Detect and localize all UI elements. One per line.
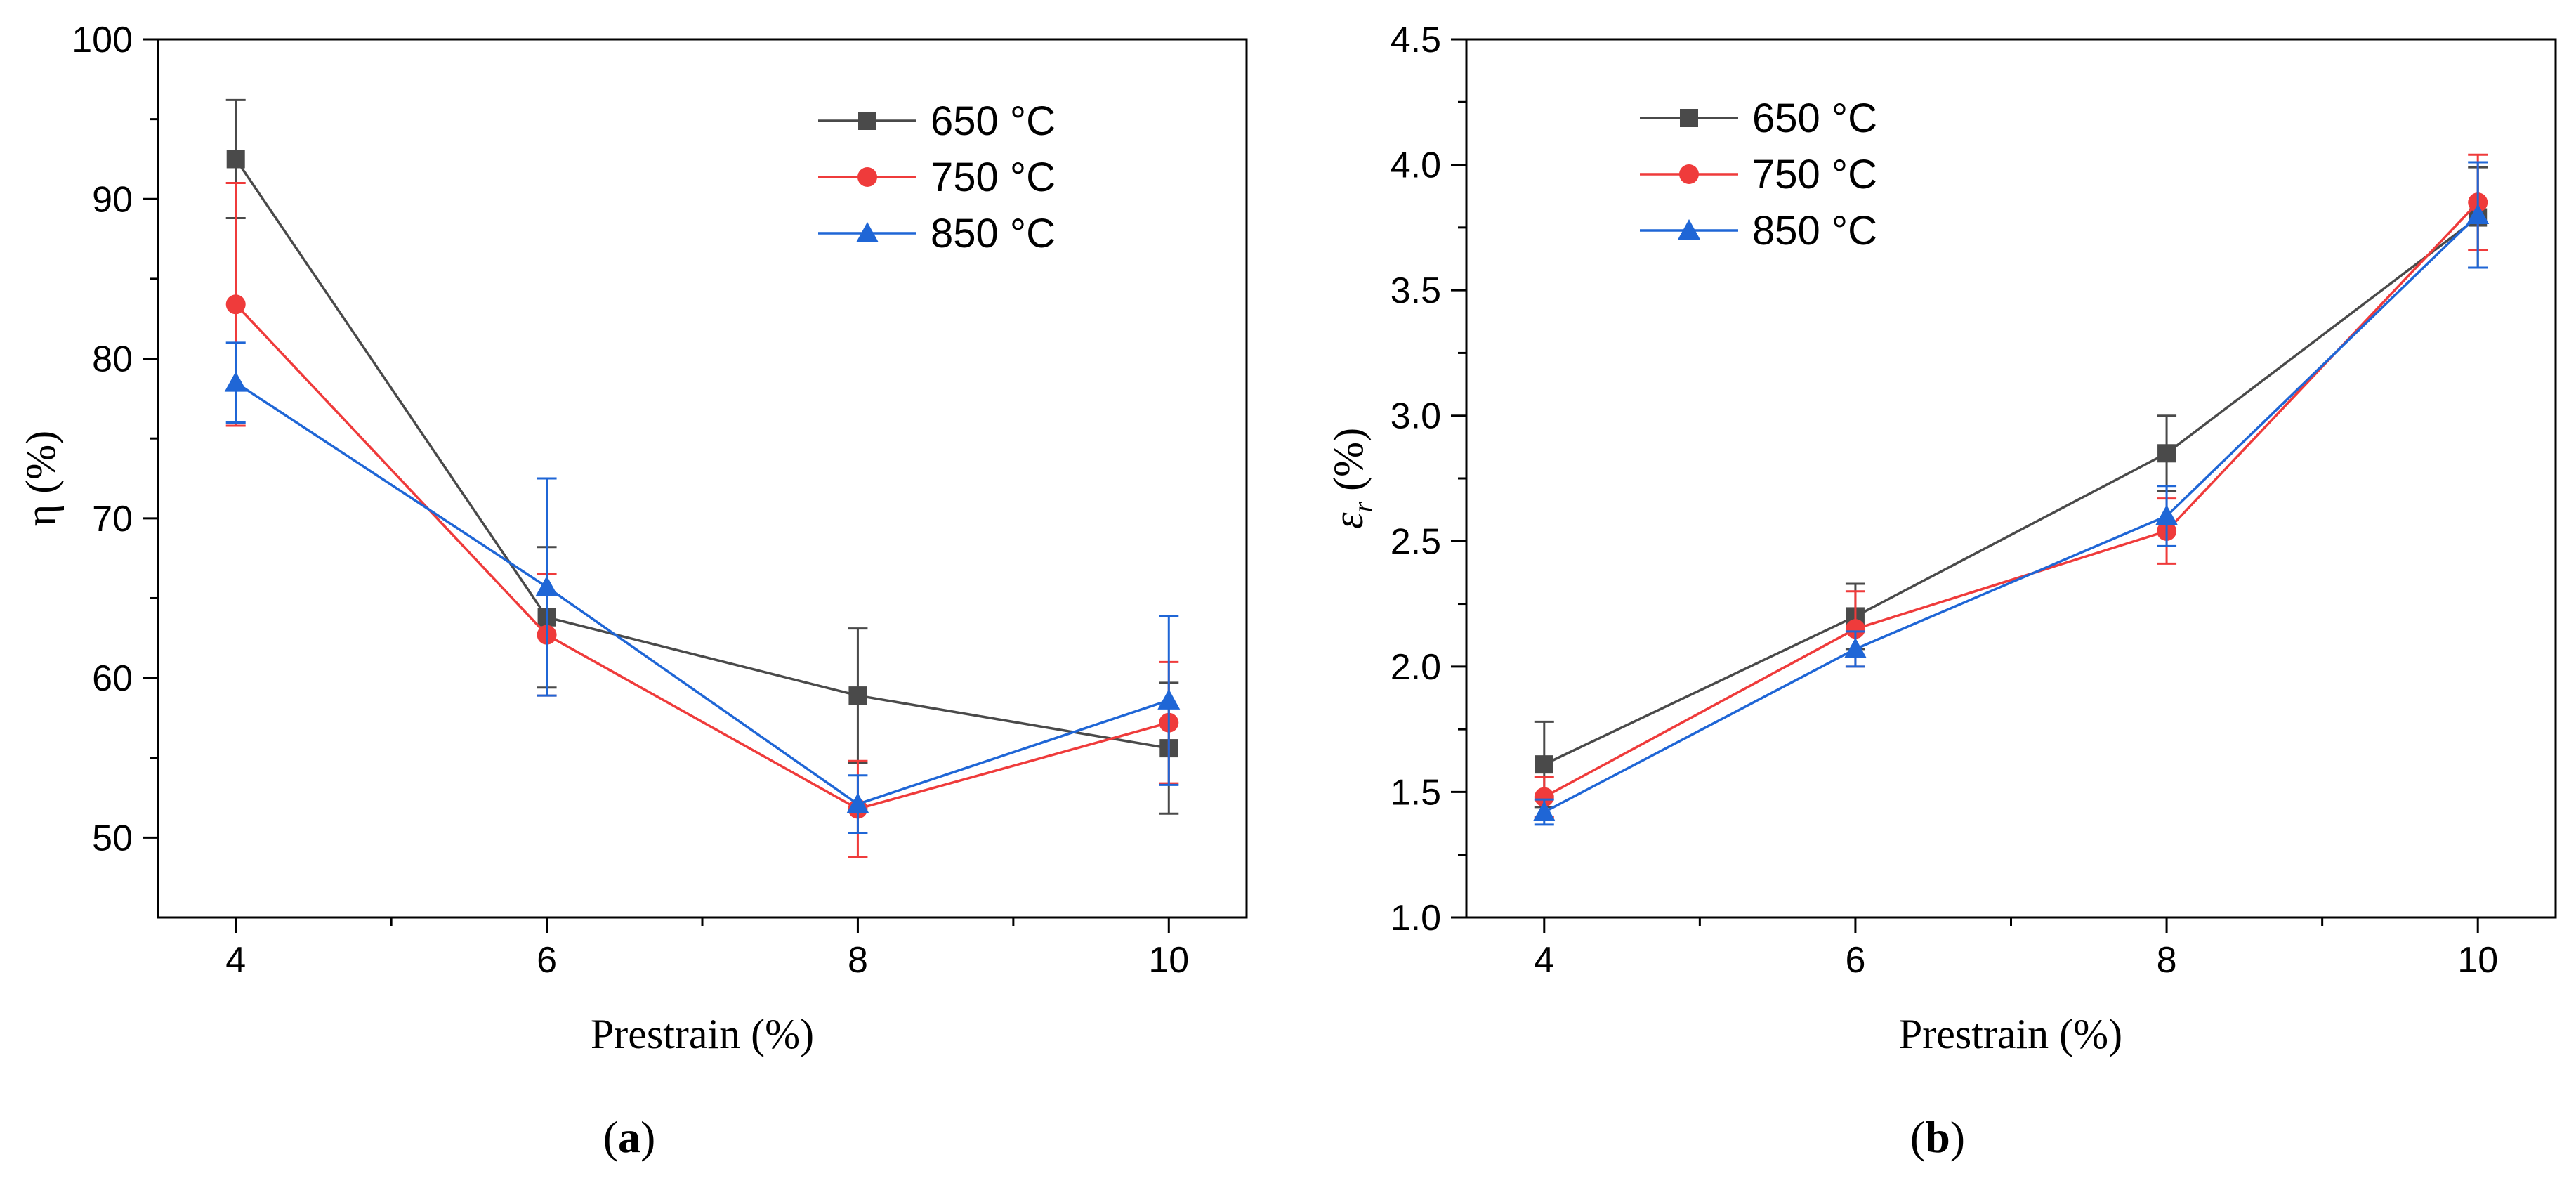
- caption-close-a: ): [640, 1112, 655, 1162]
- series-line: [235, 381, 1169, 806]
- legend-marker-square: [1680, 109, 1698, 127]
- y-tick-label-b: 3.0: [1391, 396, 1441, 437]
- caption-letter-b: b: [1925, 1112, 1950, 1162]
- caption-open-b: (: [1910, 1112, 1925, 1162]
- legend-marker-square: [858, 112, 876, 130]
- legend-item-a-2: 850 °C: [818, 211, 1056, 256]
- panel-caption-a: (a): [603, 1112, 656, 1162]
- series-layer-b: [1532, 153, 2490, 826]
- series-line: [1543, 201, 2479, 799]
- series-line: [235, 303, 1169, 811]
- tick-labels-a: 4 6 8 10 50 60 70 80 90 100: [72, 20, 1189, 981]
- x-tick-label-b: 8: [2157, 940, 2177, 981]
- legend-label: 750 °C: [1752, 152, 1877, 197]
- data-point-circle: [1845, 619, 1865, 639]
- legend-a: 650 °C 750 °C 850 °C: [818, 98, 1056, 256]
- legend-marker-triangle: [1678, 219, 1700, 240]
- data-point-triangle: [846, 792, 869, 813]
- legend-item-a-0: 650 °C: [818, 98, 1056, 144]
- caption-close-b: ): [1950, 1112, 1965, 1162]
- axis-ticks-b: [1451, 38, 2479, 933]
- x-tick-label-b: 6: [1845, 940, 1865, 981]
- y-tick-label-a: 90: [92, 179, 133, 220]
- data-point-square: [2157, 444, 2176, 463]
- legend-label: 850 °C: [931, 211, 1056, 256]
- legend-label: 850 °C: [1752, 208, 1877, 254]
- data-point-square: [226, 150, 245, 169]
- legend-label: 650 °C: [1752, 96, 1877, 141]
- series-a-2: [224, 341, 1181, 835]
- legend-item-b-0: 650 °C: [1640, 96, 1877, 141]
- x-axis-title-a: Prestrain (%): [591, 1011, 814, 1057]
- chart-panel-a: 4 6 8 10 50 60 70 80 90 100 Prestrain (%) η (%) 6…: [18, 20, 1248, 1162]
- data-point-circle: [225, 294, 246, 315]
- caption-letter-a: a: [618, 1112, 640, 1162]
- y-tick-label-b: 4.0: [1391, 145, 1441, 186]
- series-b-1: [1534, 153, 2488, 818]
- data-point-triangle: [2155, 504, 2179, 525]
- chart-panel-b: 4 6 8 10 1.0 1.5 2.0 2.5 3.0 3.5 4.0 4.5 Prestrain …: [1325, 20, 2557, 1162]
- data-point-triangle: [535, 575, 558, 596]
- legend-item-a-1: 750 °C: [818, 155, 1056, 200]
- y-tick-label-b: 1.0: [1391, 898, 1441, 939]
- data-point-circle: [1534, 787, 1554, 807]
- series-a-0: [225, 98, 1179, 815]
- y-tick-label-a: 60: [92, 658, 133, 699]
- y-tick-label-a: 70: [92, 499, 133, 540]
- legend-marker-triangle: [856, 222, 879, 242]
- y-tick-label-a: 100: [72, 20, 133, 60]
- x-tick-label-b: 10: [2457, 940, 2498, 981]
- x-tick-label-a: 8: [848, 940, 868, 981]
- caption-open-a: (: [603, 1112, 618, 1162]
- series-line: [1544, 216, 2479, 766]
- y-tick-label-b: 3.5: [1391, 270, 1441, 311]
- x-tick-label-a: 10: [1148, 940, 1189, 981]
- series-layer-a: [224, 98, 1181, 858]
- legend-label: 750 °C: [931, 155, 1056, 200]
- tick-labels-b: 4 6 8 10 1.0 1.5 2.0 2.5 3.0 3.5 4.0 4.5: [1391, 20, 2498, 981]
- plot-frame-a: [157, 38, 1248, 919]
- y-tick-label-b: 1.5: [1391, 772, 1441, 813]
- series-line: [235, 158, 1169, 750]
- legend-marker-circle: [1679, 164, 1699, 184]
- x-axis-title-b: Prestrain (%): [1899, 1011, 2122, 1057]
- legend-label: 650 °C: [931, 98, 1056, 144]
- y-axis-title-b: εr (%): [1325, 428, 1379, 529]
- y-tick-label-b: 2.5: [1391, 521, 1441, 562]
- data-point-triangle: [1844, 637, 1867, 658]
- y-axis-title-a: η (%): [18, 431, 64, 526]
- y-axis-symbol-b: ε: [1325, 512, 1372, 529]
- y-axis-subscript-b: r: [1347, 501, 1379, 512]
- x-tick-label-b: 4: [1534, 940, 1554, 981]
- series-line: [1543, 214, 2479, 813]
- data-point-triangle: [1157, 688, 1181, 710]
- legend-item-b-2: 850 °C: [1640, 208, 1877, 254]
- legend-marker-circle: [857, 167, 877, 187]
- panel-caption-b: (b): [1910, 1112, 1965, 1162]
- axis-ticks-a: [143, 38, 1170, 933]
- data-point-square: [1535, 755, 1553, 774]
- data-point-triangle: [224, 371, 247, 392]
- series-b-2: [1532, 161, 2490, 826]
- series-a-1: [225, 182, 1179, 858]
- y-tick-label-a: 50: [92, 818, 133, 858]
- y-tick-label-a: 80: [92, 339, 133, 380]
- data-point-square: [848, 686, 867, 705]
- data-point-triangle: [2466, 204, 2490, 224]
- y-axis-unit-b: (%): [1325, 428, 1372, 502]
- plot-frame-b: [1465, 38, 2557, 919]
- x-tick-label-a: 6: [537, 940, 557, 981]
- y-tick-label-b: 2.0: [1391, 647, 1441, 688]
- x-tick-label-a: 4: [225, 940, 246, 981]
- legend-b: 650 °C 750 °C 850 °C: [1640, 96, 1877, 254]
- data-point-triangle: [1532, 801, 1556, 821]
- series-b-0: [1534, 166, 2488, 809]
- y-tick-label-b: 4.5: [1391, 20, 1441, 60]
- legend-item-b-1: 750 °C: [1640, 152, 1877, 197]
